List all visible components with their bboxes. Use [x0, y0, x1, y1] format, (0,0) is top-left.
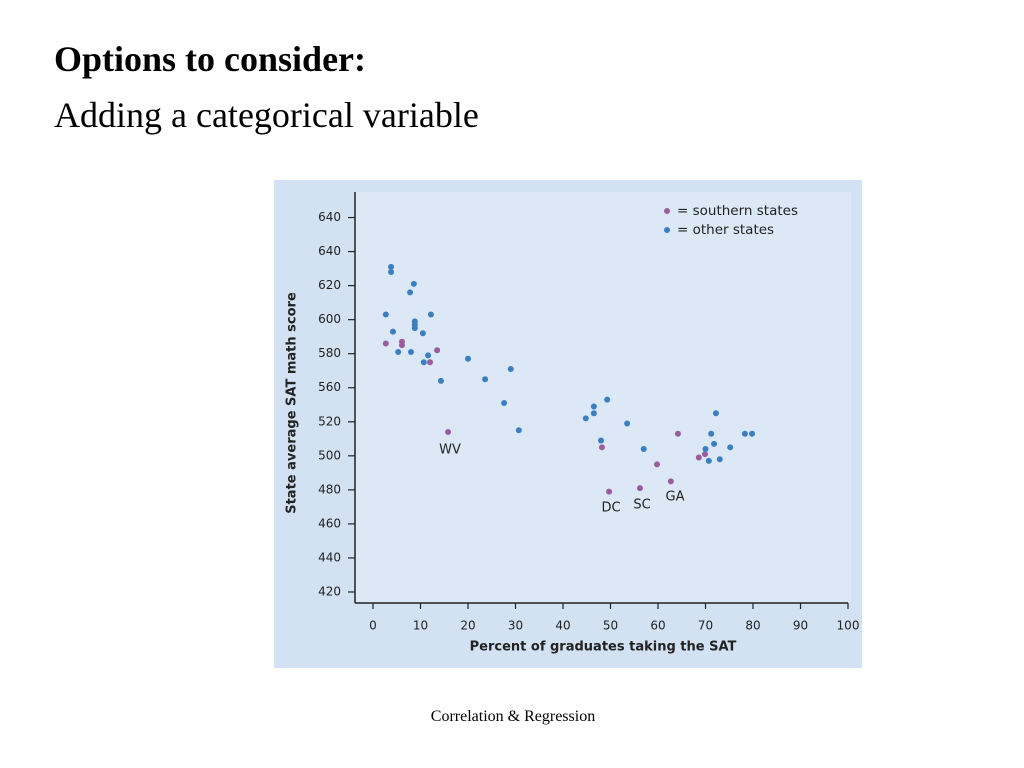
point [636, 485, 643, 492]
legend-label: = southern states [677, 203, 798, 219]
x-tick-label: 0 [369, 619, 377, 633]
point [624, 420, 631, 427]
point [410, 280, 417, 287]
y-tick-label: 420 [318, 584, 341, 598]
y-tick-label: 580 [318, 346, 341, 360]
point [398, 342, 405, 349]
x-tick-label: 30 [508, 619, 523, 633]
point [741, 430, 748, 437]
point [654, 461, 661, 468]
point [590, 410, 597, 417]
annotation: SC [633, 498, 650, 513]
point [465, 355, 471, 362]
legend-swatch [664, 208, 670, 214]
x-tick-label: 20 [460, 619, 475, 633]
point [507, 366, 514, 373]
point [407, 289, 414, 296]
point [702, 446, 709, 453]
x-axis-label: Percent of graduates taking the SAT [470, 640, 737, 655]
point [606, 488, 613, 495]
x-tick-label: 100 [837, 619, 860, 633]
point [667, 478, 674, 485]
point [411, 325, 418, 332]
point [482, 376, 489, 383]
y-tick-label: 520 [318, 414, 341, 428]
point [419, 330, 426, 337]
annotation: DC [601, 501, 620, 516]
x-tick-label: 40 [555, 619, 570, 633]
y-tick-label: 500 [318, 448, 341, 462]
legend-label: = other states [677, 222, 774, 238]
y-tick-label: 600 [318, 312, 341, 326]
point [408, 348, 414, 355]
x-tick-label: 90 [793, 619, 808, 633]
point [427, 359, 433, 366]
point [388, 268, 395, 275]
x-tick-label: 50 [603, 619, 618, 633]
point [640, 446, 647, 453]
point [749, 430, 756, 437]
point [604, 396, 611, 403]
point [437, 377, 444, 384]
point [389, 328, 396, 335]
annotation: WV [439, 443, 461, 458]
y-tick-label: 640 [318, 210, 341, 224]
point [705, 457, 712, 464]
annotation: GA [666, 490, 685, 505]
point [515, 427, 522, 434]
plot-area [355, 192, 851, 602]
legend-swatch [664, 227, 670, 233]
point [598, 444, 605, 451]
point [598, 437, 604, 444]
x-tick-label: 60 [650, 619, 665, 633]
slide-subtitle: Adding a categorical variable [54, 95, 479, 135]
point [716, 456, 723, 463]
point [711, 440, 718, 447]
point [712, 410, 719, 417]
point [727, 444, 734, 451]
point [434, 347, 441, 354]
point [501, 400, 508, 407]
point [382, 340, 389, 347]
point [590, 403, 597, 410]
point [425, 352, 432, 359]
x-tick-label: 70 [698, 619, 713, 633]
point [420, 359, 427, 366]
point [674, 430, 681, 437]
slide-footer: Correlation & Regression [430, 708, 596, 725]
x-tick-label: 10 [413, 619, 428, 633]
y-tick-label: 460 [318, 516, 341, 530]
point [702, 451, 709, 458]
y-tick-label: 640 [318, 244, 341, 258]
point [427, 311, 434, 318]
y-tick-label: 440 [318, 550, 341, 564]
point [582, 415, 589, 422]
point [695, 454, 702, 461]
y-axis-label: State average SAT math score [285, 292, 300, 514]
y-tick-label: 620 [318, 278, 341, 292]
x-tick-label: 80 [745, 619, 760, 633]
point [395, 348, 402, 355]
y-tick-label: 560 [318, 380, 341, 394]
slide-title: Options to consider: [54, 39, 367, 79]
y-tick-label: 480 [318, 482, 341, 496]
point [388, 263, 395, 270]
point [445, 428, 452, 435]
point [382, 311, 389, 318]
point [708, 430, 715, 437]
